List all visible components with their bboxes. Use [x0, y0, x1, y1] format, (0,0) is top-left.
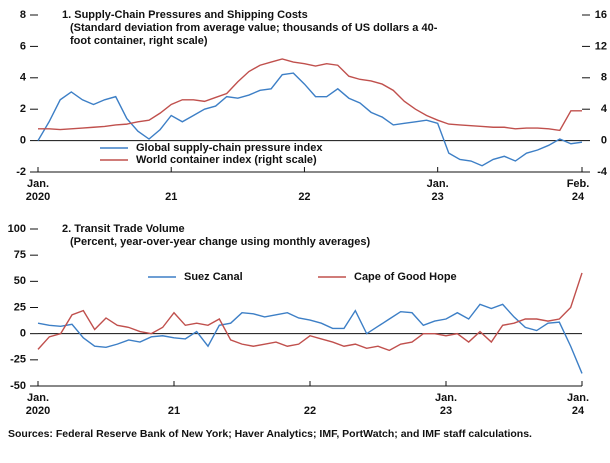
y-tick-label: 75	[14, 249, 26, 261]
x-tick-label: Jan. 2020	[25, 178, 51, 203]
y-tick-label: -50	[10, 380, 26, 392]
y-tick-label: 6	[20, 40, 26, 52]
x-tick-label: Jan. 23	[434, 392, 457, 417]
y2-tick-label: 16	[595, 9, 607, 21]
y-tick-label: 25	[14, 301, 26, 313]
y-tick-label: -2	[16, 166, 26, 178]
x-tick-label: Feb. 24	[566, 178, 590, 203]
legend-label: World container index (right scale)	[136, 154, 317, 166]
y2-tick-label: 0	[601, 135, 607, 147]
series-line	[37, 303, 583, 374]
y-tick-label: 8	[20, 9, 26, 21]
y2-tick-label: -4	[597, 166, 608, 178]
chart-subtitle: (Percent, year-over-year change using mo…	[70, 236, 371, 248]
y-tick-label: 0	[20, 328, 26, 340]
y2-tick-label: 12	[595, 40, 607, 52]
x-tick-label: Jan. 23	[426, 178, 449, 203]
chart-title: 2. Transit Trade Volume	[62, 223, 185, 235]
chart-title: 1. Supply-Chain Pressures and Shipping C…	[62, 9, 308, 21]
x-tick-label: Jan. 2020	[25, 392, 51, 417]
legend-label: Global supply-chain pressure index	[136, 142, 323, 154]
x-tick-label: 21	[167, 405, 181, 417]
series-line	[37, 72, 583, 167]
y-tick-label: 0	[20, 135, 26, 147]
x-tick-label: 21	[165, 191, 178, 203]
chart-subtitle: (Standard deviation from average value; …	[70, 22, 438, 47]
source-note: Sources: Federal Reserve Bank of New Yor…	[8, 428, 532, 440]
y-tick-label: 4	[20, 72, 27, 84]
x-tick-label: 22	[298, 191, 311, 203]
y2-tick-label: 8	[601, 72, 607, 84]
x-tick-label: Jan. 24	[566, 392, 589, 417]
y-tick-label: 2	[20, 103, 26, 115]
series-line	[38, 58, 582, 132]
legend-label: Cape of Good Hope	[354, 271, 457, 283]
y2-tick-label: 4	[601, 103, 608, 115]
y-tick-label: 100	[8, 223, 26, 235]
y-tick-label: -25	[10, 354, 26, 366]
legend-label: Suez Canal	[184, 271, 243, 283]
x-tick-label: 22	[303, 405, 317, 417]
series-line	[37, 272, 583, 352]
y-tick-label: 50	[14, 275, 26, 287]
